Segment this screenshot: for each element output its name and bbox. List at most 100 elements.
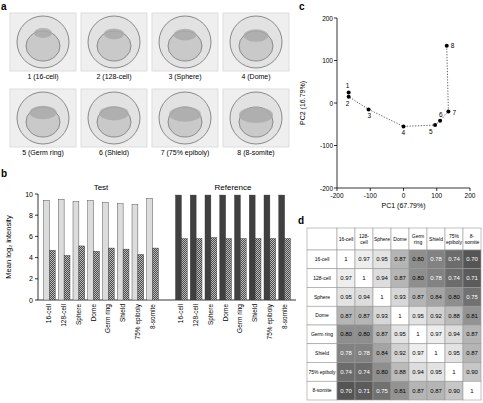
column-header: Sphere <box>374 236 390 242</box>
heatmap-cell <box>391 325 409 344</box>
cell-label: 0.80 <box>412 275 424 281</box>
y-tick <box>334 18 337 19</box>
x-tick <box>337 188 338 191</box>
blastoderm <box>174 29 197 41</box>
image-caption: 3 (Sphere) <box>168 73 201 81</box>
bar <box>211 237 217 300</box>
x-tick-label: 0 <box>402 192 406 199</box>
x-tick-label: 128-cell <box>60 303 67 326</box>
cell-label: 0.97 <box>358 256 370 262</box>
row-header: 16-cell <box>315 256 330 262</box>
image-frame <box>81 13 147 71</box>
row-header-cell <box>307 363 337 382</box>
yolk <box>239 107 273 137</box>
heatmap-cell <box>373 381 391 400</box>
cell-label: 0.87 <box>412 388 424 394</box>
cell-label: 0.71 <box>466 275 478 281</box>
y-tick <box>35 300 38 301</box>
heatmap-cell <box>355 381 373 400</box>
cell-label: 0.87 <box>394 275 406 281</box>
cell-label: 0.87 <box>358 313 370 319</box>
y-tick <box>334 145 337 146</box>
embryo-image <box>81 89 147 147</box>
heatmap-cell <box>355 250 373 269</box>
heatmap-cell <box>391 344 409 363</box>
text-line: cell <box>360 239 368 245</box>
x-tick-label: -100 <box>364 192 377 199</box>
chorion <box>230 92 282 144</box>
chorion <box>88 92 140 144</box>
blastoderm <box>169 107 201 122</box>
bar <box>226 239 232 300</box>
y-tick <box>35 257 38 258</box>
text-line: epiboly <box>446 239 462 245</box>
x-tick-label: 8-somite <box>149 304 156 329</box>
heatmap-cell <box>427 250 445 269</box>
cell-label: 0.80 <box>376 369 388 375</box>
x-tick-label: Germ ring <box>236 304 244 333</box>
x-tick-label: Shield <box>119 304 126 322</box>
cell-label: 0.75 <box>376 388 388 394</box>
cell-label: 0.74 <box>448 275 460 281</box>
bar <box>181 239 187 300</box>
chorion <box>17 92 69 144</box>
column-header: 75%epiboly <box>446 233 462 245</box>
x-axis-title: PC1 (67.79%) <box>382 202 426 210</box>
heatmap-cell <box>427 344 445 363</box>
heatmap-cell <box>445 363 463 382</box>
cell-label: 0.88 <box>394 369 406 375</box>
cell-label: 0.93 <box>376 313 388 319</box>
cell-label: 0.92 <box>394 350 406 356</box>
heatmap-cell <box>337 288 355 307</box>
heatmap-cell <box>391 269 409 288</box>
row-header: Germ ring <box>311 331 333 337</box>
bar <box>153 248 159 300</box>
bar <box>117 204 123 300</box>
heatmap-cell <box>355 325 373 344</box>
embryo-image <box>223 13 289 71</box>
x-tick-label: 128-cell <box>192 303 199 326</box>
heatmap-cell <box>409 344 427 363</box>
bar <box>123 249 129 300</box>
row-header: 128-cell <box>313 275 331 281</box>
image-frame <box>152 13 218 71</box>
heatmap-cell <box>337 381 355 400</box>
heatmap-cell <box>409 381 427 400</box>
heatmap: 16-cell128-cellSphereDomeGermringShield7… <box>307 228 481 400</box>
x-tick-label: 8-somite <box>281 304 288 329</box>
header-cell <box>427 228 445 250</box>
header-cell <box>463 228 481 250</box>
y-axis <box>38 194 39 300</box>
heatmap-cell <box>373 288 391 307</box>
heatmap-cell <box>355 363 373 382</box>
bar <box>103 202 109 300</box>
heatmap-cell <box>445 381 463 400</box>
cell-label: 0.80 <box>448 294 460 300</box>
text-line: 16-cell <box>339 236 354 242</box>
cell-label: 0.70 <box>466 256 478 262</box>
text-line: somite <box>465 239 480 245</box>
column-header: 16-cell <box>339 236 354 242</box>
yolk <box>97 107 131 137</box>
y-tick-label: 8 <box>29 212 33 219</box>
y-tick-label: 2 <box>29 275 33 282</box>
column-header: 128-cell <box>359 233 369 245</box>
point <box>445 44 449 48</box>
chorion <box>17 16 69 68</box>
heatmap-cell <box>337 269 355 288</box>
y-tick-label: 200 <box>322 15 333 22</box>
text-line: Sphere <box>314 294 330 300</box>
column-header: Shield <box>429 236 443 242</box>
bar <box>176 195 182 300</box>
panel-letter: c <box>299 1 305 12</box>
image-frame <box>223 89 289 147</box>
cell-label: 0.95 <box>430 369 442 375</box>
bar <box>138 254 144 300</box>
blastoderm <box>104 28 124 39</box>
heatmap-cell <box>391 381 409 400</box>
header-cell <box>391 228 409 250</box>
cell-label: 0.87 <box>430 388 442 394</box>
chorion <box>88 16 140 68</box>
bar <box>190 195 196 300</box>
point-label: 8 <box>451 42 455 49</box>
